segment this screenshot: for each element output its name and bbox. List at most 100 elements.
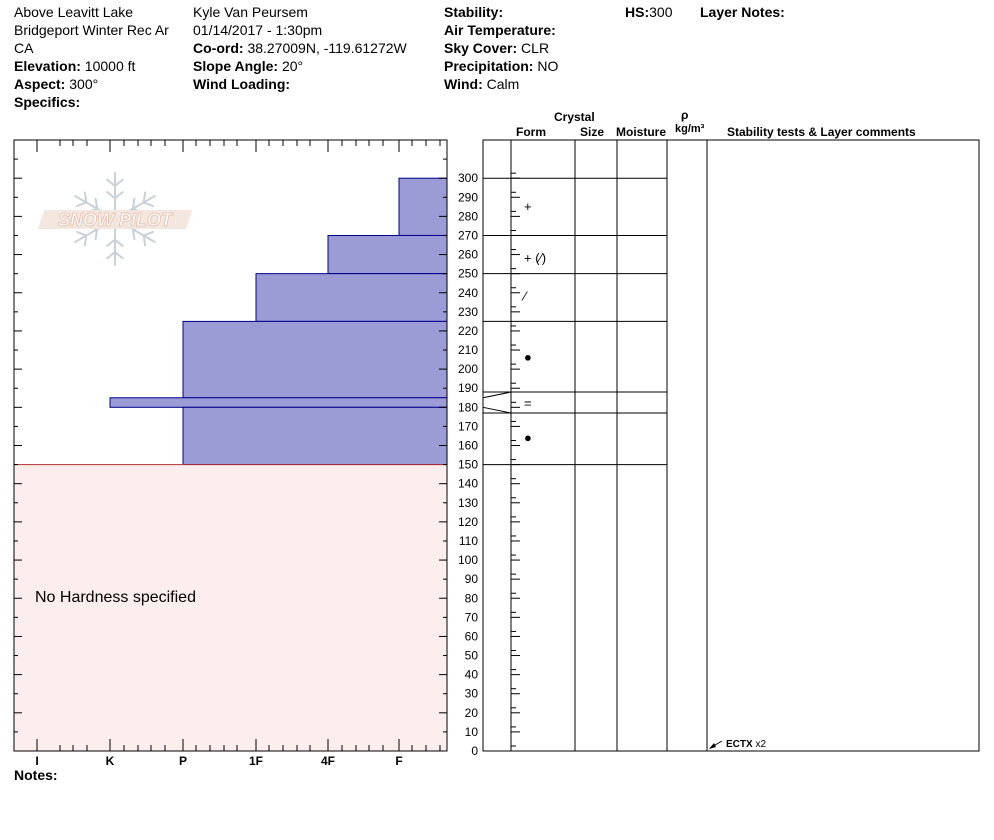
depth-tick-label: 250	[458, 267, 478, 281]
depth-tick-label: 10	[465, 725, 479, 739]
observer-name: Kyle Van Peursem	[193, 4, 308, 20]
slope-label: Slope Angle:	[193, 58, 279, 74]
coord-row: Co-ord: 38.27009N, -119.61272W	[193, 40, 407, 56]
hardness-label: 4F	[321, 754, 335, 768]
depth-tick-label: 110	[459, 534, 478, 548]
observation-datetime: 01/14/2017 - 1:30pm	[193, 22, 323, 38]
depth-tick-label: 200	[458, 362, 478, 376]
location-name: Above Leavitt Lake	[14, 4, 134, 20]
depth-tick-label: 170	[458, 419, 478, 433]
no-hardness-text: No Hardness specified	[35, 589, 196, 606]
depth-tick-label: 130	[458, 496, 478, 510]
stability-test-marker: ECTX x2	[709, 739, 766, 750]
hardness-label: 1F	[249, 754, 263, 768]
depth-tick-label: 220	[458, 324, 478, 338]
hs-row: HS:300	[625, 4, 672, 20]
form-header: Form	[516, 125, 546, 139]
depth-tick-label: 80	[465, 591, 479, 605]
depth-tick-label: 60	[465, 629, 479, 643]
no-hardness-region	[14, 464, 447, 751]
hardness-layer-bar	[255, 273, 448, 322]
stability-label: Stability:	[444, 4, 504, 20]
hardness-axis-labels: I K P 1F 4F F	[35, 754, 402, 768]
precip-value: NO	[537, 58, 559, 74]
depth-tick-label: 240	[458, 286, 478, 300]
depth-tick-label: 180	[458, 400, 478, 414]
layer-connector-line	[482, 391, 512, 399]
elevation-value: 10000 ft	[84, 58, 136, 74]
wind-loading-label: Wind Loading:	[193, 76, 291, 92]
hardness-layer-bar	[182, 320, 448, 399]
sky-row: Sky Cover: CLR	[444, 40, 549, 56]
hardness-ticks	[13, 140, 447, 752]
layer-connector-line	[482, 406, 512, 414]
snowpilot-logo: SNOW PILOT	[38, 172, 192, 266]
crystal-form-symbol: ●	[524, 350, 532, 365]
hardness-label: K	[106, 754, 115, 768]
crystal-form-symbol: +	[524, 199, 532, 214]
notes-label: Notes:	[14, 767, 58, 783]
depth-tick-label: 70	[465, 610, 479, 624]
depth-tick-label: 40	[465, 668, 479, 682]
stability-header: Stability tests & Layer comments	[727, 125, 916, 139]
depth-tick-label: 20	[465, 706, 479, 720]
moisture-header: Moisture	[616, 125, 667, 139]
specifics-label: Specifics:	[14, 94, 81, 110]
depth-tick-label: 150	[458, 458, 478, 472]
state-name: CA	[14, 40, 34, 56]
layer-notes-label: Layer Notes:	[700, 4, 785, 20]
hardness-layer-bar	[182, 406, 448, 466]
depth-tick-label: 120	[458, 515, 478, 529]
depth-tick-label: 260	[458, 248, 478, 262]
hardness-label: F	[395, 754, 402, 768]
hardness-layers	[109, 177, 448, 466]
hardness-layer-bar	[109, 397, 448, 408]
depth-tick-label: 160	[458, 439, 478, 453]
depth-tick-label: 190	[458, 381, 478, 395]
precip-row: Precipitation: NO	[444, 58, 558, 74]
crystal-grid	[482, 139, 980, 752]
crystal-form-symbol: ⁄	[521, 289, 528, 304]
depth-tick-label: 90	[465, 572, 479, 586]
air-temp-label: Air Temperature:	[444, 22, 556, 38]
rho-header: ρ	[681, 108, 689, 122]
elevation-row: Elevation: 10000 ft	[14, 58, 135, 74]
depth-tick-label: 300	[458, 171, 478, 185]
hardness-label: I	[35, 754, 38, 768]
aspect-label: Aspect:	[14, 76, 66, 92]
sky-label: Sky Cover:	[444, 40, 518, 56]
coord-label: Co-ord:	[193, 40, 244, 56]
depth-tick-label: 30	[465, 687, 479, 701]
depth-tick-label: 140	[458, 477, 478, 491]
sky-value: CLR	[521, 40, 550, 56]
aspect-value: 300°	[69, 76, 99, 92]
hardness-label: P	[179, 754, 187, 768]
depth-tick-label: 210	[458, 343, 478, 357]
crystal-form-symbol: ●	[524, 430, 532, 445]
depth-tick-label: 50	[465, 649, 479, 663]
wind-row: Wind: Calm	[444, 76, 519, 92]
crystal-form-symbol: =	[524, 395, 532, 410]
hardness-layer-bar	[327, 234, 448, 275]
depth-tick-label: 290	[458, 190, 478, 204]
slope-row: Slope Angle: 20°	[193, 58, 303, 74]
crystal-forms: + + (⁄) ⁄ ● = ●	[521, 199, 546, 445]
stability-test-name: ECTX	[726, 739, 753, 750]
wind-label: Wind:	[444, 76, 483, 92]
stability-test-count: x2	[755, 739, 766, 750]
hardness-layer-bar	[398, 177, 448, 236]
area-name: Bridgeport Winter Rec Ar	[14, 22, 169, 38]
depth-axis: 0 10 20 30 40 50 60 70 80 90 100 110 120 130 140 150 160…	[458, 171, 520, 758]
hs-label: HS:	[625, 4, 650, 20]
elevation-label: Elevation:	[14, 58, 81, 74]
wind-value: Calm	[486, 76, 520, 92]
stability-test-label: ECTX x2	[726, 739, 766, 750]
snowpilot-logo-text: SNOW PILOT	[58, 210, 174, 230]
depth-tick-label: 280	[458, 209, 478, 223]
slope-value: 20°	[281, 58, 304, 74]
coord-value: 38.27009N, -119.61272W	[247, 40, 407, 56]
size-header: Size	[580, 125, 605, 139]
aspect-row: Aspect: 300°	[14, 76, 98, 92]
hs-value: 300	[649, 4, 673, 20]
